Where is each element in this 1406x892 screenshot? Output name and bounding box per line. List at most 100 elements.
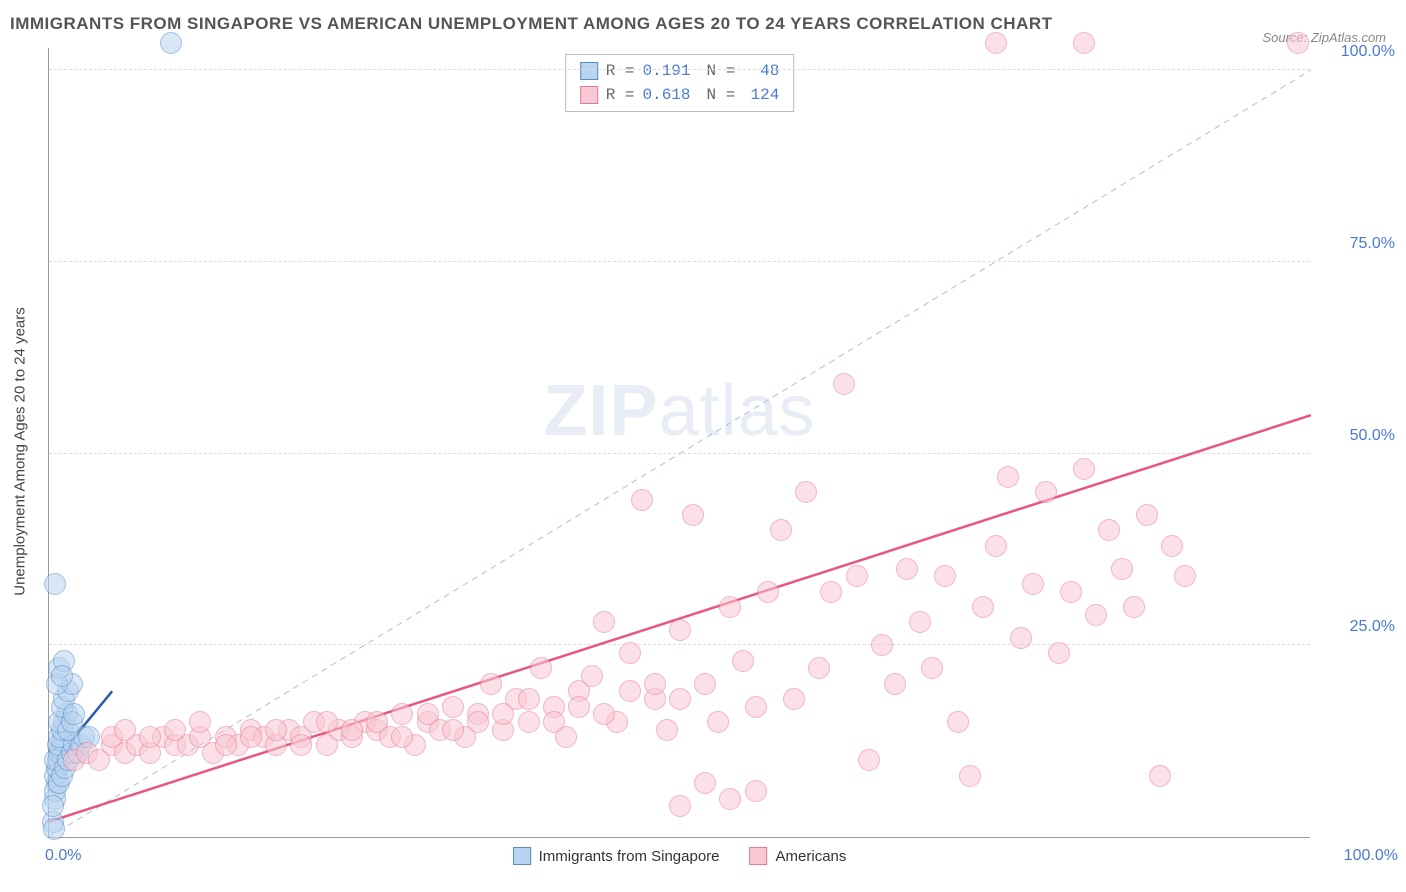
- pink-point: [1287, 32, 1309, 54]
- pink-point: [909, 611, 931, 633]
- pink-point: [745, 780, 767, 802]
- legend-swatch: [580, 86, 598, 104]
- pink-point: [820, 581, 842, 603]
- pink-point: [644, 673, 666, 695]
- pink-point: [884, 673, 906, 695]
- y-tick-label: 75.0%: [1350, 235, 1395, 253]
- watermark-zip: ZIP: [543, 371, 658, 451]
- pink-point: [1022, 573, 1044, 595]
- r-value: 0.191: [643, 59, 699, 83]
- lines-layer: [49, 47, 1311, 837]
- pink-point: [1111, 558, 1133, 580]
- pink-point: [480, 673, 502, 695]
- pink-point: [656, 719, 678, 741]
- pink-point: [593, 611, 615, 633]
- n-label: N =: [707, 83, 736, 107]
- pink-point: [1136, 504, 1158, 526]
- pink-point: [921, 657, 943, 679]
- watermark-atlas: atlas: [658, 371, 815, 451]
- pink-point: [1123, 596, 1145, 618]
- legend-series-label: Immigrants from Singapore: [539, 848, 720, 865]
- pink-point: [442, 696, 464, 718]
- pink-point: [568, 696, 590, 718]
- pink-point: [518, 711, 540, 733]
- legend-swatch: [513, 847, 531, 865]
- pink-point: [745, 696, 767, 718]
- n-value: 124: [743, 83, 779, 107]
- y-tick-label: 25.0%: [1350, 618, 1395, 636]
- pink-point: [518, 688, 540, 710]
- pink-point: [795, 481, 817, 503]
- pink-point: [719, 596, 741, 618]
- pink-point: [972, 596, 994, 618]
- pink-point: [316, 711, 338, 733]
- pink-point: [1073, 32, 1095, 54]
- legend-series: Immigrants from SingaporeAmericans: [513, 847, 847, 865]
- pink-point: [1098, 519, 1120, 541]
- y-tick-label: 100.0%: [1341, 43, 1395, 61]
- pink-point: [530, 657, 552, 679]
- r-label: R =: [606, 59, 635, 83]
- pink-point: [1073, 458, 1095, 480]
- pink-point: [467, 711, 489, 733]
- legend-swatch: [750, 847, 768, 865]
- blue-point: [44, 573, 66, 595]
- pink-point: [707, 711, 729, 733]
- pink-point: [1085, 604, 1107, 626]
- pink-point: [341, 719, 363, 741]
- pink-point: [846, 565, 868, 587]
- pink-point: [682, 504, 704, 526]
- pink-point: [669, 688, 691, 710]
- pink-point: [669, 795, 691, 817]
- pink-point: [391, 703, 413, 725]
- pink-point: [1010, 627, 1032, 649]
- pink-point: [694, 772, 716, 794]
- gridline: [49, 644, 1310, 645]
- pink-point: [833, 373, 855, 395]
- x-tick-min: 0.0%: [45, 847, 81, 865]
- blue-point: [160, 32, 182, 54]
- pink-point: [719, 788, 741, 810]
- pink-point: [694, 673, 716, 695]
- y-axis-label: Unemployment Among Ages 20 to 24 years: [12, 307, 29, 596]
- pink-point: [934, 565, 956, 587]
- pink-point: [1060, 581, 1082, 603]
- pink-point: [164, 719, 186, 741]
- pink-point: [985, 535, 1007, 557]
- pink-point: [808, 657, 830, 679]
- plot-area: ZIPatlas R =0.191N =48R =0.618N =124 Imm…: [48, 48, 1310, 838]
- pink-point: [1149, 765, 1171, 787]
- pink-point: [896, 558, 918, 580]
- pink-point: [985, 32, 1007, 54]
- chart-title: IMMIGRANTS FROM SINGAPORE VS AMERICAN UN…: [10, 14, 1053, 34]
- pink-point: [1174, 565, 1196, 587]
- pink-point: [1048, 642, 1070, 664]
- pink-point: [947, 711, 969, 733]
- pink-point: [858, 749, 880, 771]
- r-label: R =: [606, 83, 635, 107]
- chart-container: Unemployment Among Ages 20 to 24 years Z…: [48, 48, 1310, 838]
- pink-point: [1161, 535, 1183, 557]
- blue-point: [42, 795, 64, 817]
- x-tick-max: 100.0%: [1344, 847, 1398, 865]
- blue-point: [51, 665, 73, 687]
- pink-point: [669, 619, 691, 641]
- pink-point: [114, 719, 136, 741]
- legend-correlation: R =0.191N =48R =0.618N =124: [565, 54, 795, 112]
- legend-corr-row: R =0.191N =48: [580, 59, 780, 83]
- y-tick-label: 50.0%: [1350, 427, 1395, 445]
- pink-point: [442, 719, 464, 741]
- pink-point: [770, 519, 792, 541]
- pink-point: [997, 466, 1019, 488]
- pink-point: [543, 711, 565, 733]
- pink-point: [265, 719, 287, 741]
- watermark: ZIPatlas: [543, 370, 815, 452]
- pink-point: [619, 680, 641, 702]
- pink-point: [732, 650, 754, 672]
- pink-point: [391, 726, 413, 748]
- pink-point: [215, 734, 237, 756]
- gridline: [49, 69, 1310, 70]
- pink-point: [1035, 481, 1057, 503]
- pink-point: [959, 765, 981, 787]
- pink-point: [417, 703, 439, 725]
